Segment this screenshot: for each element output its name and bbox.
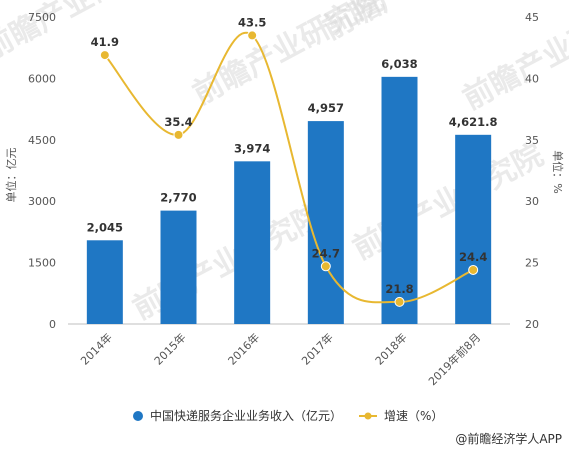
bar xyxy=(455,134,492,324)
right-tick-label: 40 xyxy=(525,72,539,85)
source-credit: @前瞻经济学人APP xyxy=(455,431,562,446)
line-value-label: 24.4 xyxy=(459,250,487,264)
x-axis-ticks: 2014年 2015年 2016年 2017年 2018年 2019年前8月 xyxy=(77,330,483,388)
right-axis-ticks: 20 25 30 35 40 45 xyxy=(525,11,539,331)
right-tick-label: 30 xyxy=(525,195,539,208)
left-tick-label: 3000 xyxy=(28,195,56,208)
right-tick-label: 35 xyxy=(525,134,539,147)
line-point xyxy=(99,50,110,61)
line-point xyxy=(247,30,258,41)
bar-data-labels: 2,045 2,770 3,974 4,957 6,038 4,621.8 xyxy=(87,57,498,234)
left-tick-label: 6000 xyxy=(28,72,56,85)
left-tick-label: 7500 xyxy=(28,11,56,24)
bar-value-label: 3,974 xyxy=(234,141,270,155)
watermark-text: 前瞻产业研究院 xyxy=(0,0,179,67)
line-point xyxy=(320,261,331,272)
bar-value-label: 2,770 xyxy=(160,191,196,205)
legend-line-label: 增速（%） xyxy=(384,409,443,423)
left-tick-label: 4500 xyxy=(28,134,56,147)
left-axis-ticks: 0 1500 3000 4500 6000 7500 xyxy=(28,11,56,331)
watermark-text: 前瞻产业研究院 xyxy=(127,198,329,327)
bar-value-label: 4,957 xyxy=(308,101,344,115)
bar xyxy=(160,210,197,324)
bar xyxy=(381,76,418,324)
left-axis-title: 单位：亿元 xyxy=(4,148,18,203)
left-tick-label: 1500 xyxy=(28,257,56,270)
x-tick-label: 2017年 xyxy=(298,330,335,367)
growth-line xyxy=(104,31,474,304)
right-tick-label: 20 xyxy=(525,318,539,331)
bar-value-label: 2,045 xyxy=(87,220,123,234)
line-point xyxy=(394,296,405,307)
watermark-text: 前瞻产业研究院 xyxy=(317,0,519,47)
bar-value-label: 6,038 xyxy=(381,57,417,71)
growth-line-series xyxy=(99,30,479,307)
x-tick-label: 2014年 xyxy=(77,330,114,367)
right-tick-label: 25 xyxy=(525,257,539,270)
left-tick-label: 0 xyxy=(49,318,56,331)
right-axis-title: 单位：% xyxy=(551,150,565,193)
bars xyxy=(86,76,492,324)
line-value-label: 43.5 xyxy=(238,15,266,29)
bar-value-label: 4,621.8 xyxy=(449,115,498,129)
bar xyxy=(307,121,344,324)
bar xyxy=(234,161,271,324)
right-tick-label: 45 xyxy=(525,11,539,24)
legend-bar-marker xyxy=(133,411,143,421)
line-value-label: 21.8 xyxy=(385,282,413,296)
x-tick-label: 2015年 xyxy=(151,330,188,367)
line-point xyxy=(173,129,184,140)
bar xyxy=(86,240,123,324)
line-data-labels: 41.9 35.4 43.5 24.7 21.8 24.4 xyxy=(91,15,488,295)
legend-bar-label: 中国快递服务企业业务收入（亿元） xyxy=(150,408,342,423)
x-tick-label: 2016年 xyxy=(225,330,262,367)
watermark-text: 前瞻产业研究院 xyxy=(347,138,549,267)
x-tick-label: 2018年 xyxy=(372,330,409,367)
line-value-label: 35.4 xyxy=(164,115,192,129)
line-value-label: 41.9 xyxy=(91,35,119,49)
x-tick-label: 2019年前8月 xyxy=(425,330,483,388)
watermark-text: 前瞻产业研究院 xyxy=(457,0,569,117)
legend-line-marker-dot xyxy=(364,412,372,420)
line-value-label: 24.7 xyxy=(312,246,340,260)
line-point xyxy=(468,264,479,275)
legend: 中国快递服务企业业务收入（亿元） 增速（%） xyxy=(133,408,443,423)
